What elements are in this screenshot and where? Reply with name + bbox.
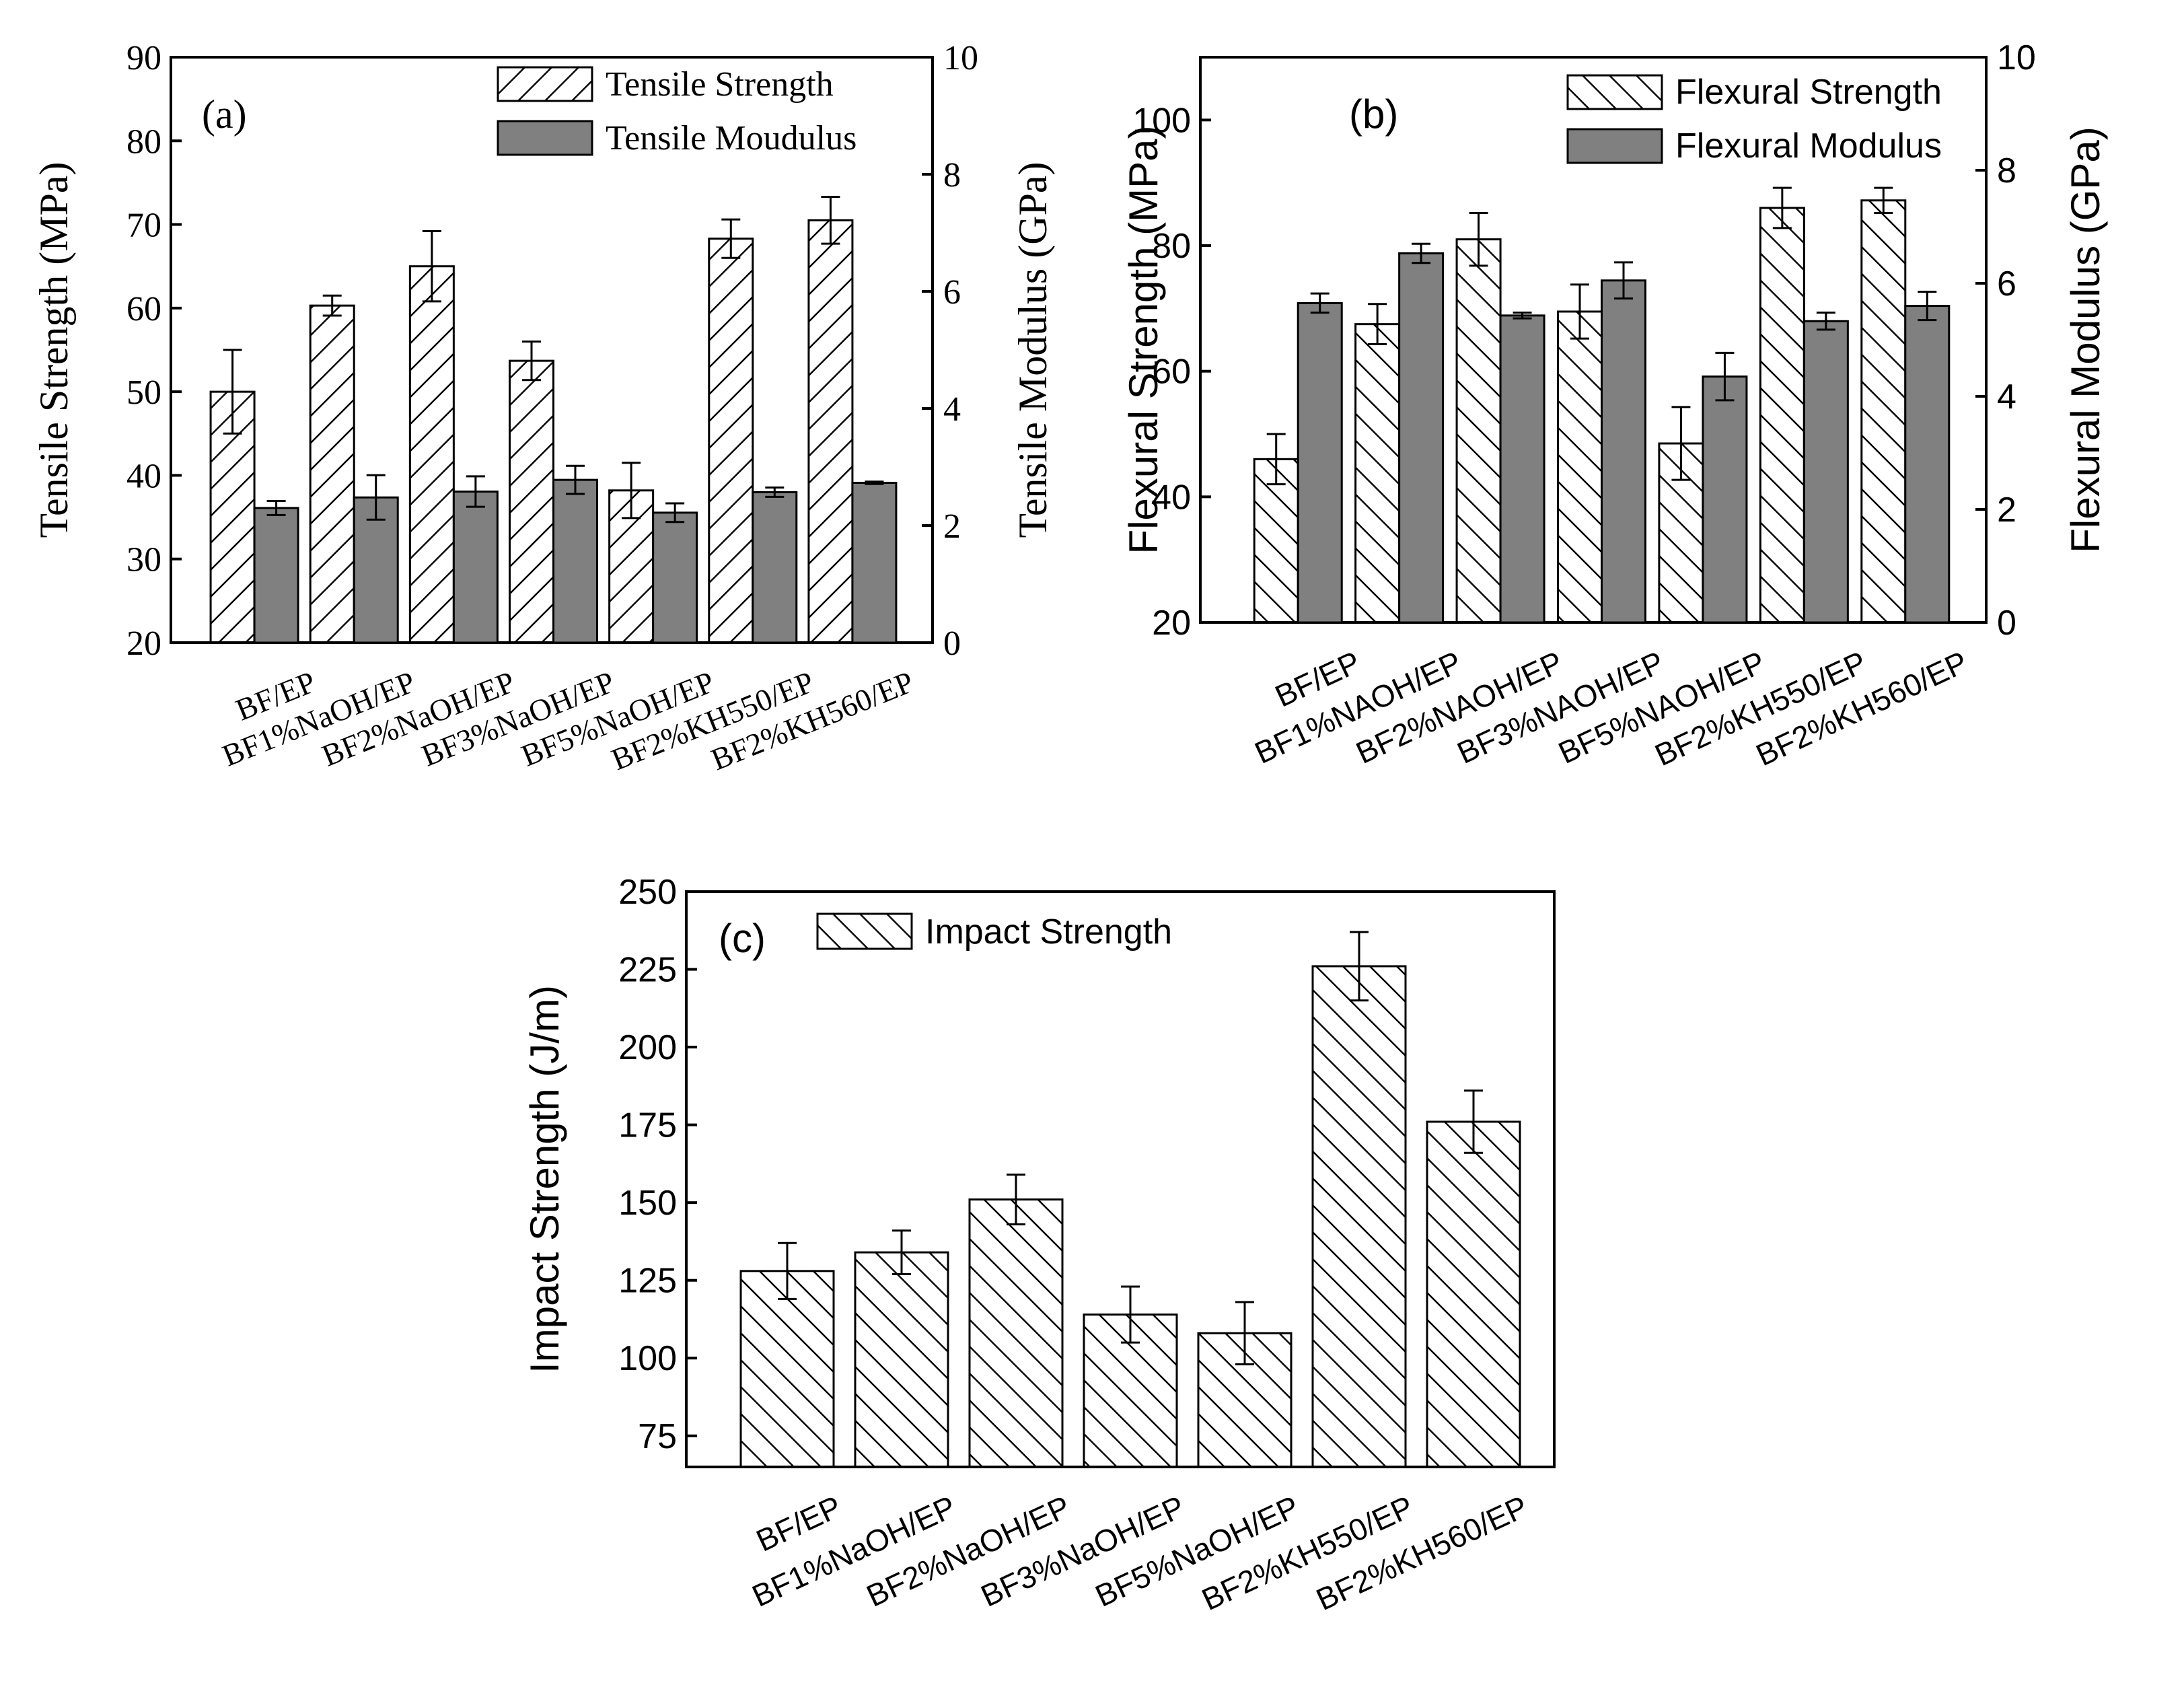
y-tick-label: 125 <box>618 1262 677 1301</box>
modulus-bar <box>1499 314 1545 624</box>
modulus-bar <box>452 491 499 644</box>
strength-bar <box>739 1270 835 1468</box>
modulus-bar <box>1398 252 1445 624</box>
y-tick-label: 90 <box>126 39 161 77</box>
legend-entry: Tensile Strength <box>606 65 834 104</box>
modulus-bar <box>552 478 598 644</box>
modulus-bar <box>652 511 698 644</box>
strength-bar <box>1354 323 1401 624</box>
panel-label: (b) <box>1349 92 1398 137</box>
modulus-bar <box>1803 320 1849 624</box>
y2-tick-label: 8 <box>943 156 961 194</box>
y-tick-label: 100 <box>618 1339 677 1378</box>
modulus-bar <box>353 496 399 644</box>
strength-bar <box>854 1251 949 1468</box>
y-tick-label: 150 <box>618 1184 677 1223</box>
strength-bar <box>1860 199 1907 624</box>
y2-tick-label: 4 <box>943 390 961 429</box>
legend: Tensile Strength Tensile Moudulus <box>497 65 857 157</box>
y2-tick-label: 0 <box>1997 604 2016 643</box>
strength-bar <box>408 265 455 644</box>
y-tick-label: 40 <box>1152 478 1191 517</box>
panel-label: (c) <box>719 916 766 961</box>
legend-swatch <box>497 66 593 102</box>
y-tick-label: 80 <box>1152 227 1191 266</box>
y2-tick-label: 2 <box>1997 491 2016 530</box>
strength-bar <box>1426 1120 1521 1468</box>
strength-bar <box>509 359 554 644</box>
legend-swatch <box>1566 128 1663 164</box>
y-tick-label: 30 <box>126 541 161 579</box>
y2-tick-label: 6 <box>1997 264 2016 303</box>
legend: Flexural Strength Flexural Modulus <box>1566 73 1942 166</box>
legend-entry: Flexural Modulus <box>1675 127 1942 166</box>
strength-bar <box>968 1198 1064 1468</box>
strength-bar <box>807 219 854 644</box>
y-tick-label: 50 <box>126 373 161 412</box>
legend-entry: Tensile Moudulus <box>606 119 857 157</box>
y2-axis-label: Flexural Modulus (GPa) <box>2063 127 2108 553</box>
y2-axis-label: Tensile Modulus (GPa) <box>1011 161 1055 538</box>
y-tick-label: 60 <box>1152 353 1191 392</box>
y2-tick-label: 4 <box>1997 378 2016 417</box>
strength-bar <box>708 238 754 644</box>
y-tick-label: 60 <box>126 290 161 328</box>
y-tick-label: 225 <box>618 951 677 990</box>
modulus-bar <box>253 507 299 644</box>
legend-swatch <box>497 120 593 156</box>
modulus-bar <box>1601 279 1646 624</box>
y2-tick-label: 2 <box>943 507 961 546</box>
strength-bar <box>1311 965 1407 1468</box>
y2-tick-label: 6 <box>943 273 961 312</box>
y-tick-label: 250 <box>618 873 677 912</box>
y-tick-label: 200 <box>618 1028 677 1067</box>
panel-label: (a) <box>202 92 247 137</box>
y2-tick-label: 10 <box>943 39 978 77</box>
y2-tick-label: 8 <box>1997 151 2016 190</box>
legend-swatch <box>816 912 913 950</box>
y-tick-label: 70 <box>126 207 161 245</box>
modulus-bar <box>752 491 798 644</box>
y-tick-label: 175 <box>618 1106 677 1145</box>
legend-swatch <box>1566 74 1663 110</box>
y-tick-label: 40 <box>126 457 161 495</box>
legend: Impact Strength <box>816 912 1172 951</box>
panel-a: 20 30 40 50 60 70 80 90 0 2 4 6 8 10 Tensile Strength … <box>32 39 1055 777</box>
legend-entry: Impact Strength <box>925 912 1172 951</box>
modulus-bar <box>1904 305 1951 624</box>
strength-bar <box>1557 310 1603 624</box>
panel-c: 75 100 125 150 175 200 225 250 Impact Strength (… <box>522 873 1556 1617</box>
legend-entry: Flexural Strength <box>1675 73 1942 112</box>
strength-bar <box>309 304 355 644</box>
panel-b: 20 40 60 80 100 0 2 4 6 8 10 Flexural Strength (MPa… <box>1121 38 2108 772</box>
y2-tick-label: 10 <box>1997 38 2036 77</box>
y-tick-label: 80 <box>126 122 161 161</box>
y-axis-label: Flexural Strength (MPa) <box>1121 126 1166 554</box>
y-tick-label: 75 <box>638 1417 677 1456</box>
modulus-bar <box>1297 301 1343 624</box>
y-tick-label: 100 <box>1132 101 1191 140</box>
y2-tick-label: 0 <box>943 624 961 663</box>
y-tick-label: 20 <box>126 624 161 663</box>
y-axis-label: Tensile Strength (MPa) <box>32 161 76 538</box>
y-axis-label: Impact Strength (J/m) <box>522 985 567 1373</box>
strength-bar <box>1759 207 1805 624</box>
strength-bar <box>1455 238 1502 624</box>
modulus-bar <box>1702 375 1748 624</box>
y-tick-label: 20 <box>1152 604 1191 643</box>
modulus-bar <box>851 481 898 644</box>
